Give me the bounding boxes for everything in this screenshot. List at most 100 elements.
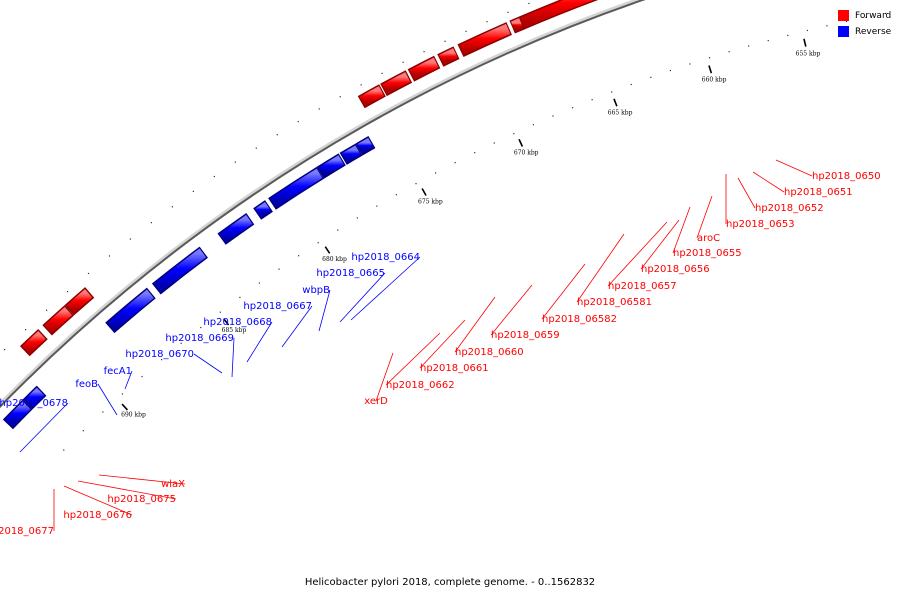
forward-swatch: [838, 10, 849, 21]
minor-tick: [767, 39, 769, 42]
gene-label[interactable]: hp2018_0664: [351, 252, 420, 263]
minor-tick: [200, 326, 202, 329]
minor-tick: [24, 329, 27, 331]
leader-line: [77, 480, 177, 500]
gene-label[interactable]: hp2018_0670: [125, 349, 194, 360]
gene-label[interactable]: hp2018_0656: [641, 264, 710, 275]
reverse-feature: [316, 153, 346, 179]
minor-tick: [513, 133, 515, 135]
gene-label[interactable]: hp2018_06581: [577, 297, 652, 308]
minor-tick: [360, 84, 362, 86]
reverse-feature: [355, 136, 376, 156]
minor-tick: [415, 183, 417, 185]
minor-tick: [317, 242, 319, 244]
gene-label[interactable]: hp2018_0661: [420, 363, 489, 374]
forward-feature: [457, 22, 513, 58]
leader-line: [752, 171, 785, 193]
minor-tick: [171, 206, 174, 208]
forward-feature: [437, 46, 460, 67]
leader-line: [231, 337, 235, 378]
minor-tick: [234, 161, 236, 163]
major-tick: [708, 65, 713, 74]
gene-label[interactable]: wlaX: [161, 479, 185, 490]
minor-tick: [255, 147, 257, 149]
forward-feature: [380, 70, 413, 97]
minor-tick: [318, 108, 320, 110]
major-tick: [421, 188, 427, 196]
minor-tick: [108, 255, 111, 257]
map-caption: Helicobacter pylori 2018, complete genom…: [304, 577, 596, 588]
gene-label[interactable]: hp2018_0655: [673, 248, 742, 259]
gene-label[interactable]: hp2018_0657: [608, 281, 677, 292]
genome-backbone: [0, 0, 646, 409]
minor-tick: [806, 29, 808, 32]
gene-label[interactable]: feoB: [75, 379, 98, 390]
minor-tick: [728, 51, 730, 53]
leader-line: [281, 305, 313, 348]
minor-tick: [528, 2, 530, 5]
leader-line: [672, 206, 691, 254]
leader-line: [607, 221, 668, 287]
legend-forward-label: Forward: [855, 10, 892, 21]
minor-tick: [82, 430, 84, 432]
minor-tick: [611, 91, 613, 93]
minor-tick: [787, 34, 789, 36]
gene-label[interactable]: hp2018_0652: [755, 203, 824, 214]
minor-tick: [689, 63, 691, 65]
tick-label: 665 kbp: [608, 110, 633, 117]
gene-label[interactable]: aroC: [697, 233, 720, 244]
gene-label[interactable]: hp2018_0678: [0, 398, 68, 409]
minor-tick: [180, 342, 182, 344]
tick-label: 675 kbp: [418, 198, 443, 205]
backbone-shadow: [0, 0, 645, 408]
gene-label[interactable]: hp2018_06582: [542, 314, 617, 325]
minor-tick: [63, 449, 65, 451]
leader-line: [97, 383, 118, 416]
minor-tick: [865, 16, 867, 18]
gene-label[interactable]: hp2018_0662: [386, 380, 455, 391]
minor-tick: [4, 349, 6, 351]
gene-label[interactable]: xerD: [364, 396, 388, 407]
leader-line: [350, 256, 421, 321]
minor-tick: [826, 25, 828, 27]
leader-line: [246, 321, 273, 363]
gene-label[interactable]: hp2018_0675: [107, 494, 176, 505]
minor-tick: [465, 30, 467, 32]
gene-label[interactable]: hp2018_0650: [812, 171, 881, 182]
minor-tick: [591, 99, 593, 101]
tick-label: 680 kbp: [322, 256, 347, 263]
gene-label[interactable]: hp2018_0659: [491, 330, 560, 341]
gene-label[interactable]: hp2018_0667: [243, 301, 312, 312]
leader-line: [490, 284, 533, 336]
minor-tick: [87, 272, 90, 275]
tick-label: 690 kbp: [121, 412, 146, 419]
gene-label[interactable]: hp2018_0653: [726, 219, 795, 230]
gene-label[interactable]: hp2018_0660: [455, 347, 524, 358]
gene-label[interactable]: hp2018_0668: [203, 317, 272, 328]
major-tick: [223, 318, 230, 326]
major-tick: [324, 246, 331, 254]
minor-tick: [161, 359, 163, 361]
major-tick: [121, 403, 129, 411]
minor-tick: [45, 309, 48, 311]
tick-label: 655 kbp: [796, 50, 821, 57]
reverse-feature: [105, 287, 156, 334]
minor-tick: [192, 190, 194, 192]
gene-label[interactable]: wbpB: [302, 285, 330, 296]
gene-label[interactable]: hp2018_0669: [165, 333, 234, 344]
gene-label[interactable]: hp2018_0651: [784, 187, 853, 198]
tick-label: 685 kbp: [222, 327, 247, 334]
gene-label[interactable]: hp2018_0676: [63, 510, 132, 521]
forward-feature: [19, 328, 48, 357]
minor-tick: [213, 175, 215, 178]
gene-label[interactable]: hp2018_0677: [0, 526, 54, 537]
reverse-feature: [217, 212, 255, 245]
leader-line: [124, 370, 133, 390]
forward-feature: [357, 84, 386, 109]
minor-tick: [102, 411, 104, 413]
gene-label[interactable]: hp2018_0665: [316, 268, 385, 279]
gene-label[interactable]: fecA1: [104, 366, 132, 377]
reverse-feature: [151, 246, 208, 295]
minor-tick: [376, 205, 378, 207]
minor-tick: [276, 134, 278, 136]
